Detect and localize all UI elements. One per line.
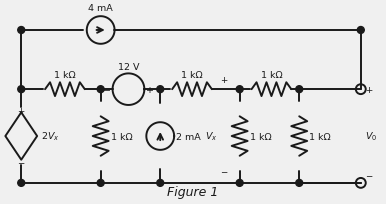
Text: 1 kΩ: 1 kΩ [309, 132, 331, 141]
Text: 12 V: 12 V [118, 63, 139, 72]
Text: 1 kΩ: 1 kΩ [54, 71, 76, 80]
Circle shape [157, 180, 164, 186]
Text: +: + [146, 85, 154, 94]
Circle shape [236, 180, 243, 186]
Circle shape [18, 27, 25, 34]
Text: 2 mA: 2 mA [176, 132, 201, 141]
Text: 4 mA: 4 mA [88, 4, 113, 13]
Text: 1 kΩ: 1 kΩ [261, 71, 282, 80]
Text: +: + [220, 76, 228, 85]
Text: $2V_x$: $2V_x$ [41, 130, 59, 143]
Text: 1 kΩ: 1 kΩ [250, 132, 271, 141]
Circle shape [296, 180, 303, 186]
Circle shape [296, 86, 303, 93]
Text: Figure 1: Figure 1 [167, 185, 219, 198]
Text: −: − [220, 166, 228, 175]
Text: $V_x$: $V_x$ [205, 130, 218, 143]
Text: 1 kΩ: 1 kΩ [111, 132, 132, 141]
Circle shape [18, 86, 25, 93]
Text: 1 kΩ: 1 kΩ [181, 71, 203, 80]
Text: $V_0$: $V_0$ [365, 130, 377, 143]
Circle shape [236, 86, 243, 93]
Text: +: + [365, 85, 372, 94]
Circle shape [157, 86, 164, 93]
Text: +: + [18, 106, 25, 115]
Text: −: − [103, 85, 111, 94]
Circle shape [357, 27, 364, 34]
Circle shape [97, 86, 104, 93]
Circle shape [97, 180, 104, 186]
Circle shape [18, 180, 25, 186]
Text: −: − [365, 171, 372, 180]
Text: −: − [17, 157, 25, 166]
